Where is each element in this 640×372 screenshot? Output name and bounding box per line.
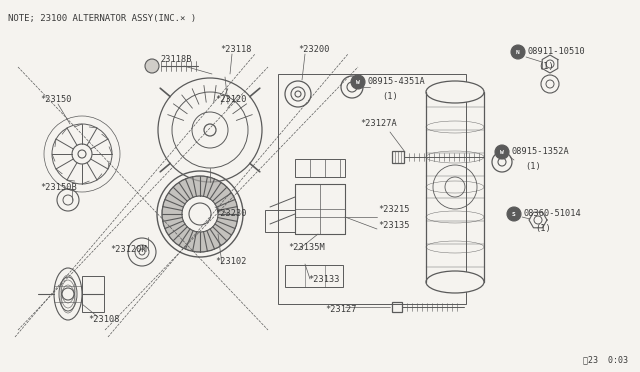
Text: S: S xyxy=(512,212,516,217)
Text: (1): (1) xyxy=(525,161,541,170)
Ellipse shape xyxy=(426,271,484,293)
Bar xyxy=(265,210,295,232)
Text: *23102: *23102 xyxy=(215,257,246,266)
Circle shape xyxy=(351,75,365,89)
Circle shape xyxy=(507,207,521,221)
Bar xyxy=(295,159,345,177)
Text: *23230: *23230 xyxy=(215,209,246,218)
Text: 23118B: 23118B xyxy=(160,55,191,64)
Text: *23127: *23127 xyxy=(325,305,356,314)
Text: *23150B: *23150B xyxy=(40,183,77,192)
Bar xyxy=(82,276,104,312)
Text: *23127A: *23127A xyxy=(360,119,397,128)
Text: *23150: *23150 xyxy=(40,96,72,105)
Text: 08360-51014: 08360-51014 xyxy=(523,209,580,218)
Text: *23120: *23120 xyxy=(215,96,246,105)
Text: NOTE; 23100 ALTERNATOR ASSY(INC.× ): NOTE; 23100 ALTERNATOR ASSY(INC.× ) xyxy=(8,14,196,23)
Circle shape xyxy=(511,45,525,59)
Text: *23120M: *23120M xyxy=(110,246,147,254)
Text: (1): (1) xyxy=(538,61,554,71)
Text: N: N xyxy=(516,49,520,55)
Text: (1): (1) xyxy=(535,224,551,232)
Circle shape xyxy=(145,59,159,73)
Bar xyxy=(285,265,343,287)
Text: ˃23  0:03: ˃23 0:03 xyxy=(583,355,628,364)
Text: *23135: *23135 xyxy=(378,221,410,231)
Bar xyxy=(278,74,466,304)
Circle shape xyxy=(495,145,509,159)
Text: *23215: *23215 xyxy=(378,205,410,215)
Text: 08915-4351A: 08915-4351A xyxy=(368,77,426,87)
Bar xyxy=(392,302,402,312)
Text: W: W xyxy=(356,80,360,84)
Text: 08911-10510: 08911-10510 xyxy=(527,48,585,57)
Text: *23200: *23200 xyxy=(298,45,330,55)
Text: *23135M: *23135M xyxy=(288,244,324,253)
Wedge shape xyxy=(162,176,238,252)
Text: *23108: *23108 xyxy=(88,315,120,324)
Text: (1): (1) xyxy=(382,92,397,100)
Text: *23118: *23118 xyxy=(220,45,252,54)
Text: 08915-1352A: 08915-1352A xyxy=(512,148,570,157)
Ellipse shape xyxy=(426,81,484,103)
Bar xyxy=(392,151,404,163)
Text: W: W xyxy=(500,150,504,154)
Text: *23133: *23133 xyxy=(308,275,339,283)
